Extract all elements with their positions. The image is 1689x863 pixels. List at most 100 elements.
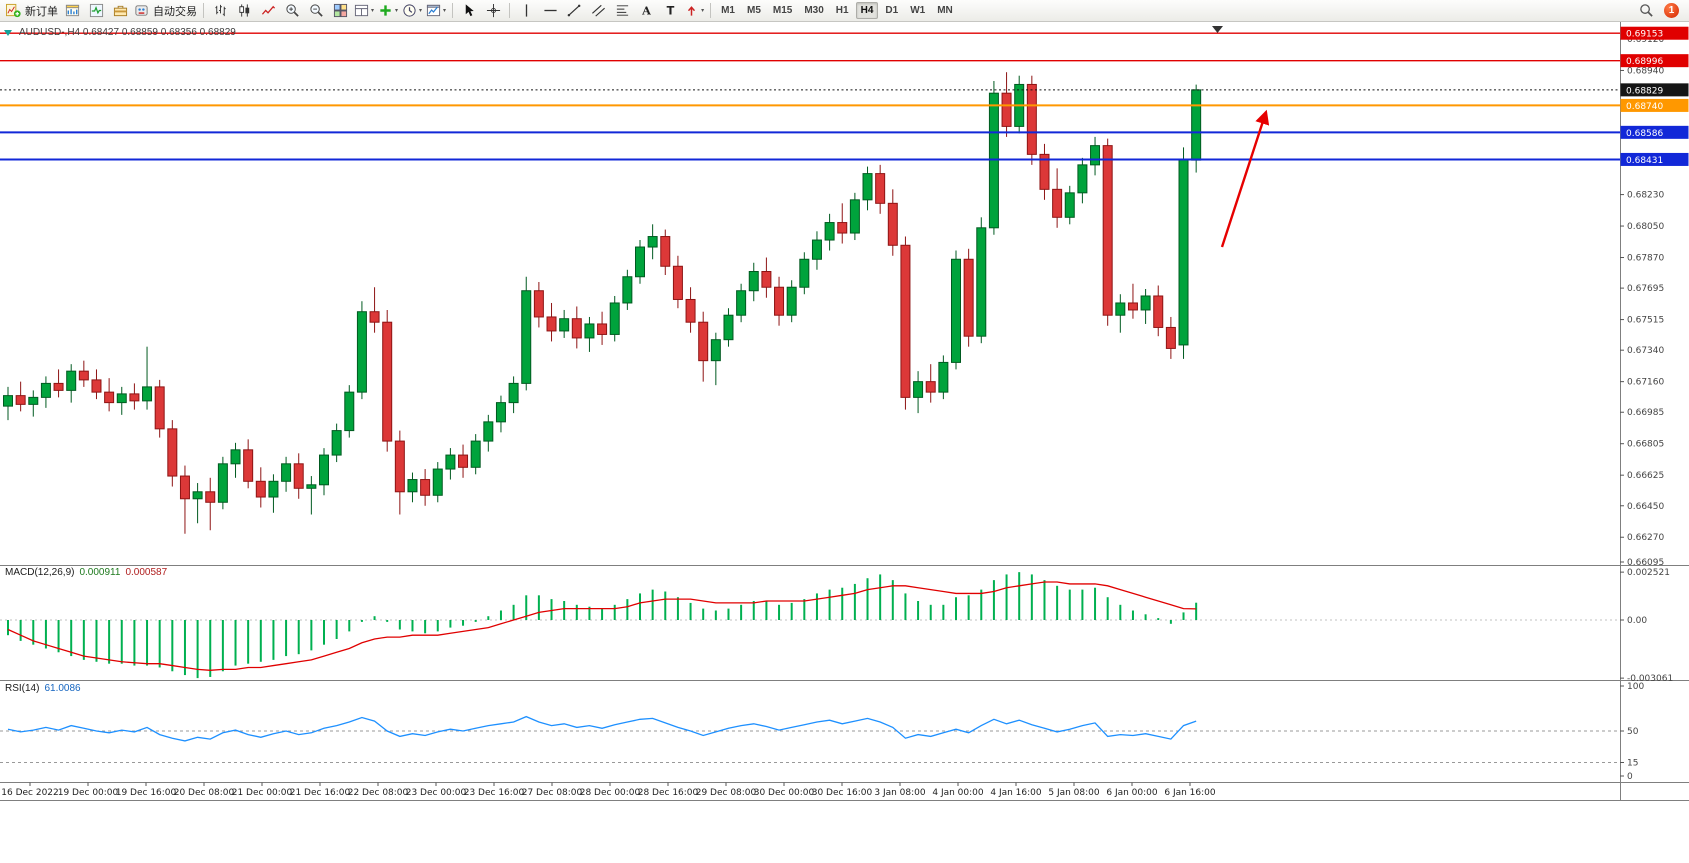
market-watch-button[interactable] (84, 1, 108, 21)
rsi-scale-label: 100 (1627, 682, 1644, 692)
bar-chart-mode-button[interactable] (208, 1, 232, 21)
candle (748, 262, 759, 302)
auto-arrange-button[interactable]: ▾ (352, 1, 376, 21)
cursor-icon (462, 3, 477, 18)
time-axis-label: 21 Dec 16:00 (290, 788, 351, 798)
arrange-icon (354, 3, 369, 18)
channel-tool-button[interactable] (586, 1, 610, 21)
time-axis-label: 23 Dec 16:00 (464, 788, 525, 798)
arrow-annotation[interactable] (1220, 109, 1270, 248)
chevron-down-icon[interactable]: ▾ (395, 7, 399, 14)
rsi-panel-label: RSI(14) 61.0086 (5, 683, 81, 694)
time-axis-label: 3 Jan 08:00 (874, 788, 926, 798)
candle (394, 430, 405, 515)
label-tool-button[interactable]: T (658, 1, 682, 21)
crosshair-tool-button[interactable] (481, 1, 505, 21)
candlestick-mode-button[interactable] (232, 1, 256, 21)
price-line-label: 0.68431 (1620, 152, 1689, 166)
timeframe-d1-button[interactable]: D1 (885, 5, 899, 16)
price-tick-label: 0.67870 (1627, 254, 1664, 264)
cursor-tool-button[interactable] (457, 1, 481, 21)
algo-trading-button[interactable]: 自动交易 (132, 1, 199, 21)
timeframe-m15-button[interactable]: M15 (772, 5, 793, 16)
new-chart-button[interactable] (60, 1, 84, 21)
tile-windows-button[interactable] (328, 1, 352, 21)
price-scale[interactable]: 0.69120 0.68940 0.68230 0.68050 0.67870 0.676… (1620, 26, 1689, 568)
timeframe-mn-button[interactable]: MN (937, 5, 953, 16)
arrows-tool-button[interactable]: ▾ (682, 1, 706, 21)
candle (281, 456, 292, 492)
chart-shift-marker[interactable] (1212, 26, 1223, 33)
candle (559, 309, 570, 338)
price-tick-label: 0.69120 (1627, 35, 1664, 45)
candle (925, 364, 936, 403)
candle (344, 385, 355, 438)
candle (445, 448, 456, 480)
line-chart-mode-button[interactable] (256, 1, 280, 21)
candle (685, 287, 696, 333)
notification-badge[interactable]: 1 (1664, 3, 1679, 18)
indicators-button[interactable]: ▾ (376, 1, 400, 21)
templates-icon (426, 3, 441, 18)
periods-button[interactable]: ▾ (400, 1, 424, 21)
candle (584, 316, 595, 352)
candle (571, 306, 582, 349)
candle (407, 472, 418, 503)
macd-main-value: 0.000911 (79, 567, 121, 578)
new-order-button[interactable]: 新订单 (4, 1, 60, 21)
horizontal-line-tool-button[interactable] (538, 1, 562, 21)
candle (660, 229, 671, 275)
fibonacci-tool-button[interactable] (610, 1, 634, 21)
candle (635, 240, 645, 284)
price-tick-label: 0.68940 (1627, 66, 1664, 76)
zoom-in-button[interactable] (280, 1, 304, 21)
svg-text:A: A (641, 3, 651, 17)
candle (698, 311, 709, 382)
candle (799, 252, 810, 295)
templates-button[interactable]: ▾ (424, 1, 448, 21)
price-tick-label: 0.66625 (1627, 471, 1664, 481)
toolbar-separator (710, 3, 712, 18)
timeframe-w1-button[interactable]: W1 (910, 5, 926, 16)
chevron-down-icon[interactable]: ▾ (371, 7, 375, 14)
timeframe-m5-button[interactable]: M5 (746, 5, 761, 16)
toolbox-button[interactable] (108, 1, 132, 21)
price-line-label: 0.69153 (1620, 26, 1689, 40)
candle (913, 371, 924, 414)
timeframe-h1-button[interactable]: H1 (835, 5, 849, 16)
new-chart-icon (65, 3, 80, 18)
timeframe-m30-button[interactable]: M30 (804, 5, 824, 16)
candle (331, 423, 342, 463)
price-tick-label: 0.66450 (1627, 502, 1664, 512)
time-axis-label: 20 Dec 08:00 (174, 788, 235, 798)
chevron-down-icon[interactable]: ▾ (701, 7, 705, 14)
line-chart-icon (261, 3, 276, 18)
macd-panel: 0.002521 0.00 -0.003061 (0, 568, 1673, 684)
text-tool-button[interactable]: A (634, 1, 658, 21)
vertical-line-tool-button[interactable] (514, 1, 538, 21)
price-tick-label: 0.66270 (1627, 533, 1664, 543)
candle (1165, 316, 1176, 359)
indicators-icon (378, 3, 393, 18)
trendline-tool-button[interactable] (562, 1, 586, 21)
chevron-down-icon[interactable]: ▾ (443, 7, 447, 14)
price-line-label-text: 0.68740 (1626, 102, 1663, 112)
timeframe-m1-button[interactable]: M1 (721, 5, 735, 16)
timeframe-h4-button[interactable]: H4 (855, 2, 879, 19)
one-click-trading-toggle-icon[interactable] (4, 29, 12, 36)
toolbar-separator (509, 3, 511, 18)
time-axis-label: 30 Dec 00:00 (754, 788, 815, 798)
candle (597, 311, 608, 345)
chevron-down-icon[interactable]: ▾ (419, 7, 423, 14)
zoom-out-button[interactable] (304, 1, 328, 21)
search-button[interactable] (1634, 1, 1658, 21)
periods-icon (402, 3, 417, 18)
candle (938, 355, 949, 400)
arrows-icon (684, 3, 699, 18)
time-axis-label: 29 Dec 08:00 (696, 788, 757, 798)
candle (837, 203, 848, 244)
candle (369, 287, 380, 333)
price-tick-label: 0.68050 (1627, 222, 1664, 232)
new-order-label: 新订单 (25, 5, 58, 18)
